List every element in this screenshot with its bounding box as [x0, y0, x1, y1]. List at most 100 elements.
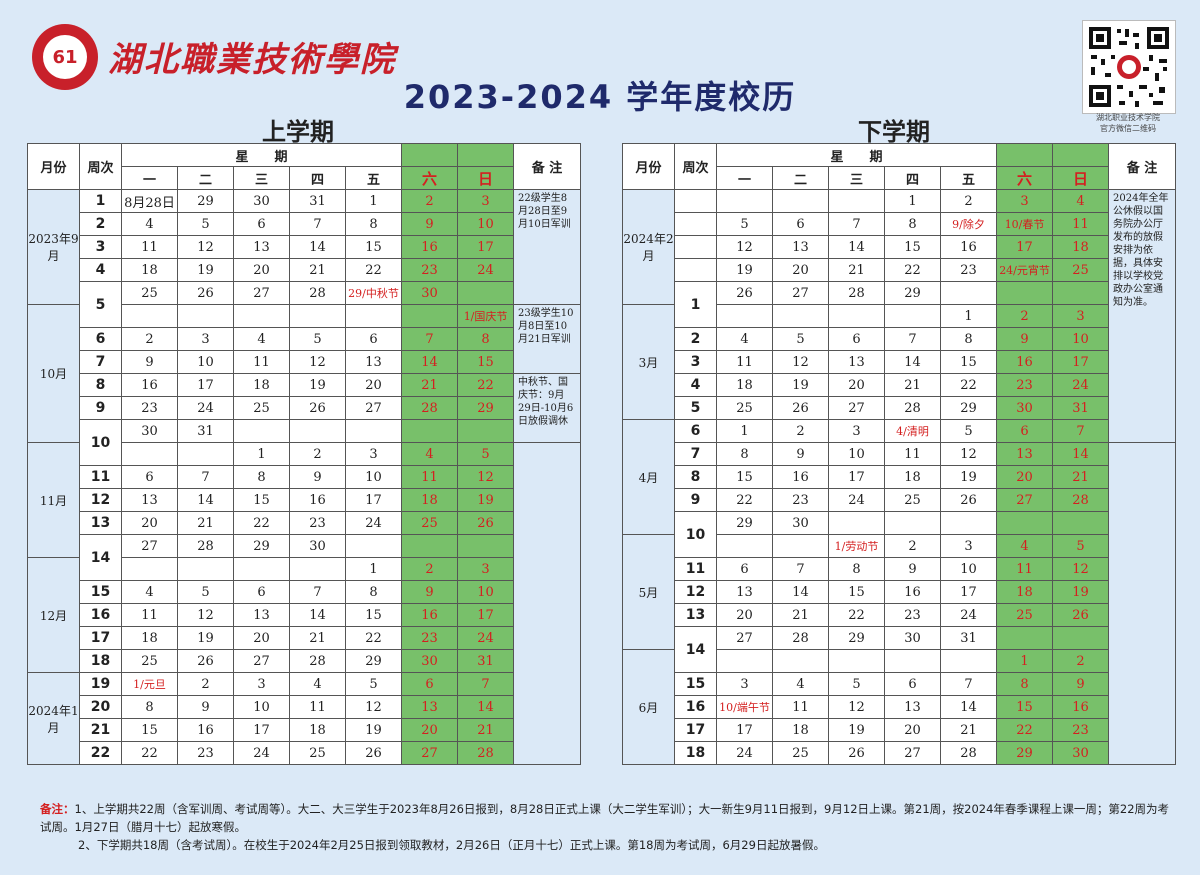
- day-cell: 21: [289, 258, 346, 282]
- day-cell: 22: [828, 603, 885, 627]
- day-cell: [939, 649, 998, 673]
- day-cell: 14: [884, 350, 941, 374]
- day-cell: [884, 511, 941, 535]
- calendar-row: 4 18 19 20 21 22 23 24: [623, 373, 1176, 397]
- calendar-row: 2 4 5 6 7 8 9 10: [623, 327, 1176, 351]
- day-cell: 5: [939, 419, 998, 443]
- school-name: 湖北職業技術學院: [108, 40, 396, 80]
- day-cell: 19: [772, 373, 829, 397]
- day-cell: 24: [233, 741, 290, 765]
- semester-1-title: 上学期: [262, 118, 334, 146]
- day-cell: 20: [996, 465, 1054, 489]
- day-header-sat: 六: [996, 166, 1054, 190]
- day-cell: 10: [828, 442, 885, 466]
- day-cell: [1052, 511, 1110, 535]
- week-number: 10: [674, 511, 717, 558]
- day-cell: 5: [177, 580, 234, 604]
- weekday-group-header: 星 期: [120, 143, 403, 167]
- day-cell: 10: [1052, 327, 1110, 351]
- day-header-fri: 五: [344, 166, 403, 190]
- calendar-row: 4月 6 1 2 3 4/清明 5 6 7: [622, 419, 1176, 535]
- day-cell: 8: [344, 212, 403, 236]
- day-cell: [1052, 281, 1110, 305]
- day-cell: 21: [828, 258, 885, 282]
- day-cell: 26: [177, 281, 234, 305]
- day-cell: 11: [233, 350, 290, 374]
- day-cell: 14: [289, 235, 346, 259]
- day-cell: 31: [457, 649, 515, 673]
- day-header-mon: 一: [716, 166, 773, 190]
- day-cell: 9: [289, 465, 346, 489]
- day-cell: 12: [177, 603, 234, 627]
- notes: 备注：1、上学期共22周（含军训周、考试周等）。大二、大三学生于2023年8月2…: [40, 800, 1170, 854]
- day-cell: 10: [233, 695, 290, 719]
- day-cell: 11: [772, 695, 829, 719]
- day-cell: 5: [344, 672, 403, 696]
- day-header-wed: 三: [828, 166, 885, 190]
- day-cell: 27: [884, 741, 941, 765]
- day-cell: 22: [996, 718, 1054, 742]
- day-cell: 2: [121, 327, 178, 351]
- month-header: 月份: [622, 143, 675, 190]
- day-cell: 24: [457, 258, 515, 282]
- day-cell: 3: [716, 672, 773, 696]
- day-cell: 3: [457, 189, 515, 213]
- day-cell: 16: [772, 465, 829, 489]
- day-cell: 29: [884, 281, 941, 305]
- day-cell: 21: [939, 718, 998, 742]
- day-cell: 14: [289, 603, 346, 627]
- day-cell: 29: [457, 396, 515, 420]
- day-cell: 16: [401, 603, 459, 627]
- note-1-text: 1、上学期共22周（含军训周、考试周等）。大二、大三学生于2023年8月26日报…: [40, 802, 1170, 834]
- day-cell: 13: [996, 442, 1054, 466]
- calendar-row: 21 15 16 17 18 19 20 21: [28, 718, 581, 742]
- day-cell: 27: [344, 396, 403, 420]
- semester-2-calendar: 月份 周次 星 期 备 注 一 二 三 四 五 六 日 2024年2月 1 2 3 4 2…: [622, 143, 1177, 765]
- day-cell: 21: [884, 373, 941, 397]
- calendar-row: 7 8 9 10 11 12 13 14: [623, 442, 1177, 765]
- day-cell: 30: [884, 626, 941, 650]
- day-cell: 24: [828, 488, 885, 512]
- day-header-tue: 二: [772, 166, 829, 190]
- day-cell: 23: [121, 396, 178, 420]
- day-cell: 26: [1052, 603, 1110, 627]
- day-cell: 9: [772, 442, 829, 466]
- month-cell: 2024年2月: [622, 189, 675, 305]
- day-cell: 25: [716, 396, 773, 420]
- day-cell: 25: [289, 741, 346, 765]
- week-number: 4: [79, 258, 122, 282]
- day-cell: [289, 557, 346, 581]
- day-cell: 6: [828, 327, 885, 351]
- day-cell: 2: [401, 557, 459, 581]
- day-cell: [772, 649, 829, 673]
- day-cell: 7: [401, 327, 459, 351]
- day-cell: 8月28日: [121, 189, 178, 213]
- day-cell: 17: [939, 580, 998, 604]
- day-cell: [716, 649, 773, 673]
- day-cell: 4: [996, 534, 1054, 558]
- calendar-row: 7 9 10 11 12 13 14 15: [28, 350, 581, 374]
- day-cell: 6: [233, 212, 290, 236]
- day-cell: [121, 557, 178, 581]
- day-cell: 12: [1052, 557, 1110, 581]
- calendar-row: 1 26 27 28 29: [623, 281, 1176, 328]
- day-cell: 6: [344, 327, 403, 351]
- week-number: 7: [674, 442, 717, 466]
- day-cell: [233, 419, 290, 443]
- day-cell: 8: [121, 695, 178, 719]
- day-cell: 28: [1052, 488, 1110, 512]
- day-cell: 4: [121, 580, 178, 604]
- day-cell: 11: [289, 695, 346, 719]
- day-cell: 22: [121, 741, 178, 765]
- day-cell: 9/除夕: [939, 212, 998, 236]
- remark-header: 备 注: [513, 143, 582, 190]
- month-cell: 4月: [622, 419, 675, 535]
- calendar-row: 18 24 25 26 27 28 29 30: [623, 741, 1176, 765]
- day-cell: 4: [233, 327, 290, 351]
- day-cell: 7: [289, 580, 346, 604]
- calendar-row: 2023年9月 1 8月28日 29 30 31 1 2 3 22级学生8月28日至9月10日军训: [27, 189, 582, 305]
- day-cell: 19: [1052, 580, 1110, 604]
- month-cell: 2023年9月: [27, 189, 80, 305]
- day-cell: 24: [1052, 373, 1110, 397]
- day-cell: 7: [772, 557, 829, 581]
